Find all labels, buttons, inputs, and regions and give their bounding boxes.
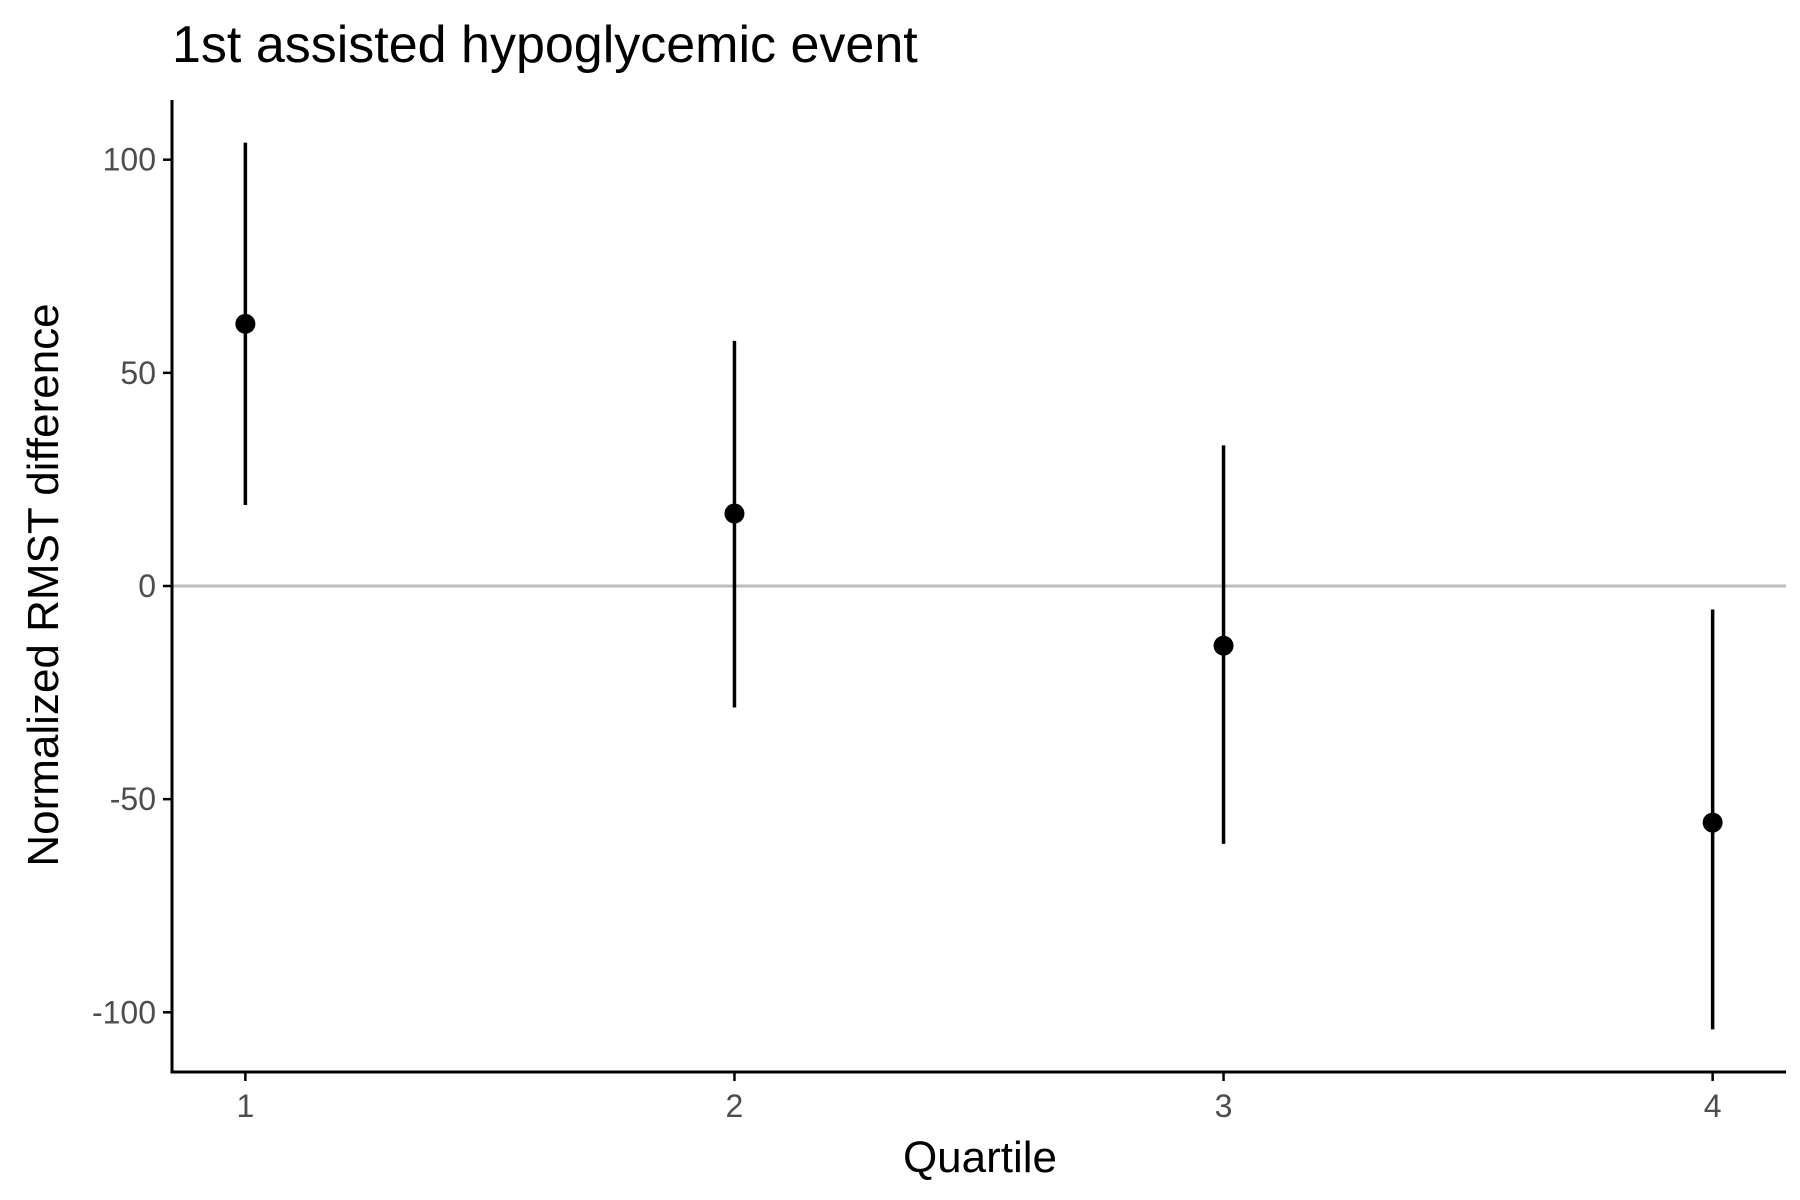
y-axis-title: Normalized RMST difference [19, 303, 68, 866]
y-tick-label: 100 [103, 142, 156, 178]
data-point [1213, 635, 1234, 656]
data-point [1702, 812, 1723, 833]
x-tick-label: 1 [236, 1088, 254, 1124]
y-tick-label: -50 [110, 781, 156, 817]
data-point [724, 503, 745, 524]
chart-title: 1st assisted hypoglycemic event [172, 16, 918, 74]
x-tick-label: 4 [1704, 1088, 1722, 1124]
y-tick-label: 50 [120, 355, 156, 391]
y-tick-label: 0 [138, 568, 156, 604]
x-tick-label: 2 [726, 1088, 744, 1124]
y-tick-label: -100 [92, 994, 156, 1030]
x-axis-title: Quartile [903, 1133, 1057, 1182]
plot-area: 100 50 0 -50 -100 1 2 3 4 [92, 100, 1786, 1124]
data-point [235, 313, 256, 334]
x-tick-label: 3 [1215, 1088, 1233, 1124]
